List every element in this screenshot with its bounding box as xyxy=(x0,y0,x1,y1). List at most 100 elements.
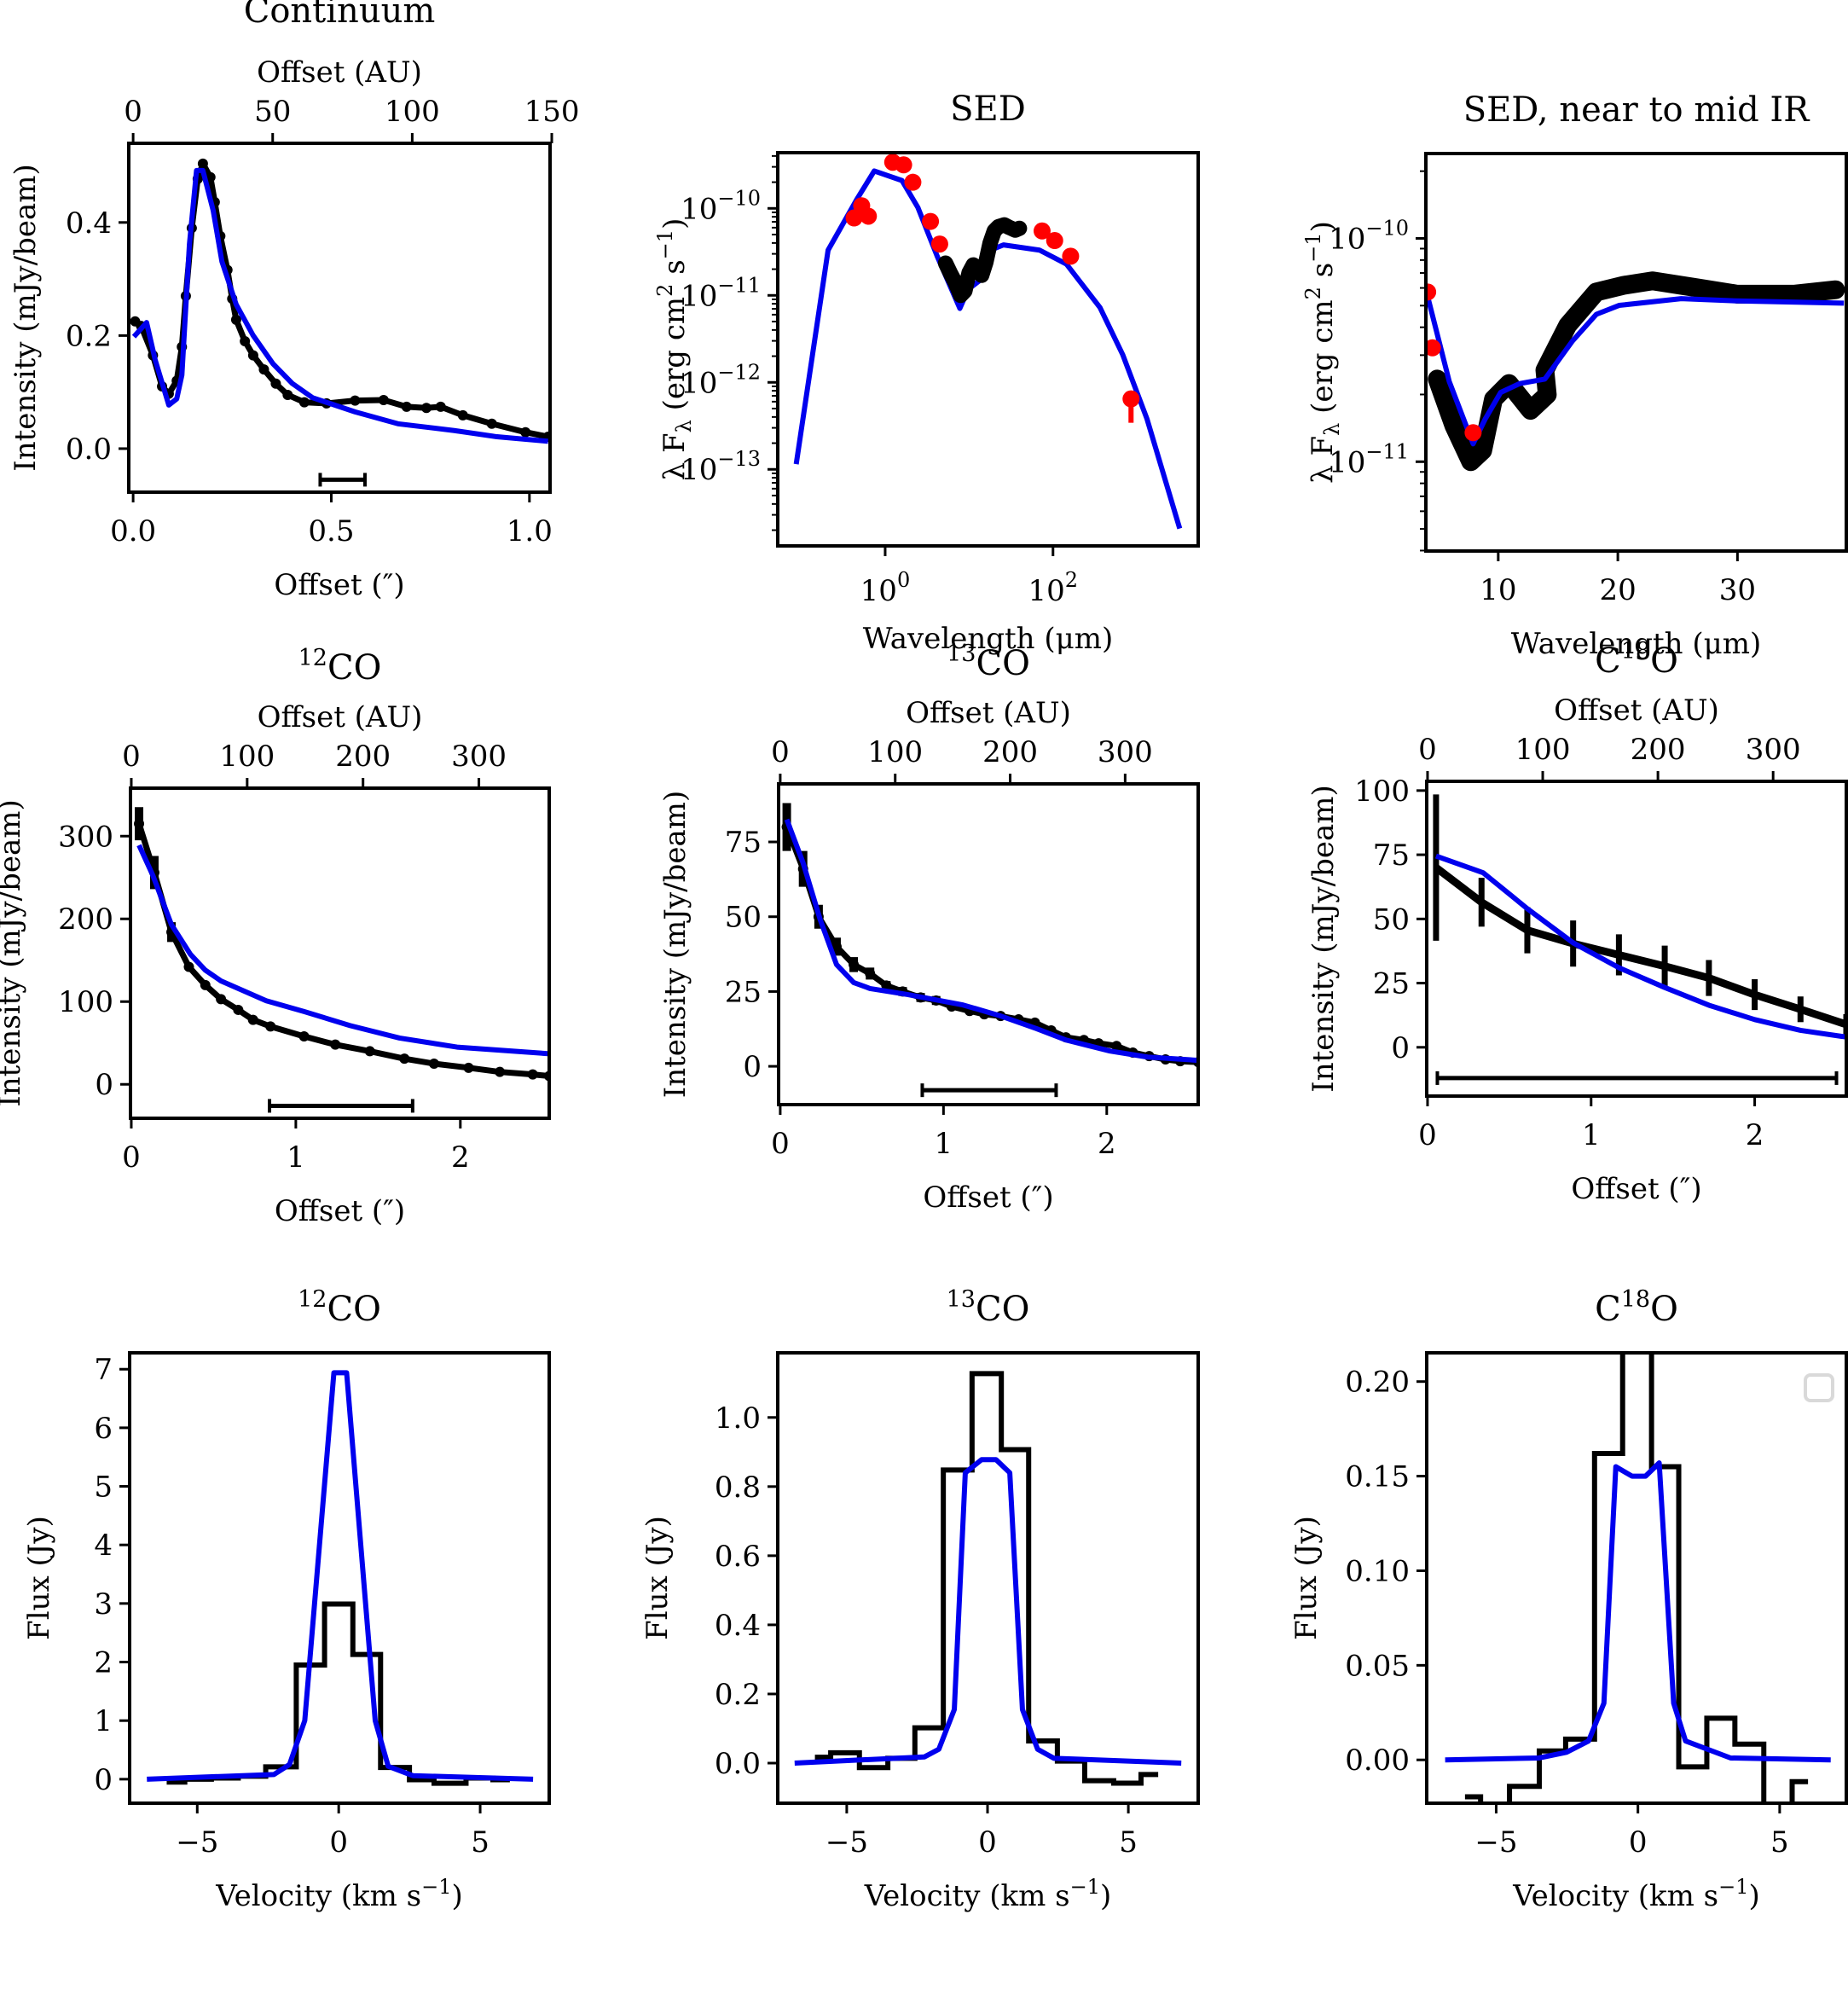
photometry-point xyxy=(930,235,948,253)
photometry-point xyxy=(1033,222,1051,240)
axes-frame xyxy=(776,1351,1200,1805)
label-part: (erg cm xyxy=(1306,299,1340,422)
y-tick-label: 0 xyxy=(1391,1031,1410,1065)
tick-base: 10 xyxy=(681,366,717,400)
x-tick-label: 102 xyxy=(1028,568,1078,608)
title-part: C xyxy=(1595,641,1621,681)
y-tick-label: 10−11 xyxy=(681,273,761,313)
x-axis-label: Offset (″) xyxy=(275,1194,405,1228)
top-x-tick-label: 100 xyxy=(867,735,923,769)
x-axis-label: Velocity (km s−1) xyxy=(215,1875,463,1913)
tick-exponent: 0 xyxy=(897,568,910,592)
photometry-point xyxy=(895,156,912,174)
observed-point xyxy=(298,397,310,408)
label-part: λ F xyxy=(658,432,692,480)
y-tick-label: 75 xyxy=(1373,838,1410,873)
observed-histogram xyxy=(814,1371,1159,1786)
model-line xyxy=(794,1457,1182,1766)
top-x-tick-label: 0 xyxy=(1418,733,1437,767)
model-line xyxy=(1434,853,1846,1040)
top-x-tick-label: 200 xyxy=(335,740,391,774)
panel-title: C18O xyxy=(1595,638,1678,681)
observed-histogram xyxy=(166,1601,510,1786)
observed-point xyxy=(282,389,293,400)
y-tick-label: 100 xyxy=(58,985,113,1019)
tick-base: 10 xyxy=(681,279,717,313)
observed-point xyxy=(865,968,876,979)
top-x-tick-label: 300 xyxy=(451,740,507,774)
observed-point xyxy=(435,401,446,412)
y-axis-label: λ Fλ (erg cm2 s−1) xyxy=(653,218,696,481)
y-tick-label: 300 xyxy=(58,820,113,854)
observed-point xyxy=(247,1014,258,1025)
spectrum-line xyxy=(937,217,1028,304)
panel-co13-radial: 0 1 2 0 25 50 75 0 100 200 300 Offset (AU) Offset (″… xyxy=(658,641,1200,1215)
y-tick-label: 0.10 xyxy=(1345,1554,1410,1588)
axes-frame xyxy=(1425,1351,1848,1805)
y-axis-label-group: λ Fλ (erg cm2 s−1) xyxy=(653,218,696,481)
top-x-tick-label: 100 xyxy=(385,95,440,129)
x-tick-label: 0 xyxy=(1418,1118,1437,1152)
x-tick-label: 5 xyxy=(1119,1825,1138,1859)
photometry-point xyxy=(1062,247,1080,265)
tick-exponent: −11 xyxy=(1365,439,1409,463)
observed-point xyxy=(134,818,145,829)
top-x-tick-label: 200 xyxy=(982,735,1038,769)
top-x-tick-label: 300 xyxy=(1098,735,1153,769)
y-tick-label: 2 xyxy=(94,1646,113,1680)
y-tick-label: 0.6 xyxy=(715,1540,761,1574)
observed-point xyxy=(399,1053,410,1065)
top-x-tick-label: 50 xyxy=(254,95,291,129)
panel-title: 13CO xyxy=(947,641,1030,683)
y-tick-label: 6 xyxy=(94,1412,113,1446)
axes-frame xyxy=(128,1351,551,1805)
top-x-tick-label: 300 xyxy=(1746,733,1801,767)
y-axis-label: Intensity (mJy/beam) xyxy=(1306,785,1341,1092)
y-tick-label: 25 xyxy=(1373,967,1410,1001)
photometry-point xyxy=(1426,283,1437,301)
y-axis-label: Flux (Jy) xyxy=(1289,1516,1324,1640)
observed-point xyxy=(831,941,842,952)
tick-base: 10 xyxy=(681,453,717,487)
label-part: (erg cm xyxy=(658,297,692,420)
photometry-point xyxy=(860,207,878,225)
y-axis-label: Flux (Jy) xyxy=(640,1516,675,1640)
model-line xyxy=(131,167,548,444)
title-part: CO xyxy=(327,648,381,688)
label-part: ) xyxy=(1100,1879,1111,1913)
label-sup: 2 xyxy=(653,284,677,297)
x-tick-label: −5 xyxy=(1474,1825,1517,1859)
y-axis-label: Intensity (mJy/beam) xyxy=(0,799,27,1106)
observed-line xyxy=(1434,864,1846,1029)
panel-title: 12CO xyxy=(298,645,382,688)
y-axis-label-group: Flux (Jy) xyxy=(1289,1516,1324,1640)
top-x-axis-label: Offset (AU) xyxy=(906,696,1071,730)
x-tick-label: 2 xyxy=(451,1140,470,1175)
tick-base: 10 xyxy=(860,574,897,608)
top-x-tick-label: 0 xyxy=(771,735,790,769)
label-sup: −1 xyxy=(421,1875,451,1899)
panel-co13-spectrum: −5 0 5 0.0 0.2 0.4 0.6 0.8 1.0 Velocity (km s−1) F… xyxy=(640,1286,1200,1913)
x-axis-label: Offset (″) xyxy=(274,568,404,602)
y-tick-label: 0 xyxy=(95,1068,113,1102)
label-part: ) xyxy=(451,1879,462,1913)
tick-exponent: −12 xyxy=(717,360,761,384)
y-axis-label-group: λ Fλ (erg cm2 s−1) xyxy=(1301,221,1344,484)
label-sup: −1 xyxy=(1070,1875,1100,1899)
photometry-point xyxy=(922,212,940,230)
axes-frame xyxy=(1425,780,1848,1098)
observed-point xyxy=(197,158,208,169)
observed-point xyxy=(495,1066,506,1077)
top-x-axis-label: Offset (AU) xyxy=(1554,693,1719,728)
y-axis-label-group: Intensity (mJy/beam) xyxy=(9,164,43,471)
x-tick-label: 0 xyxy=(771,1127,790,1161)
observed-point xyxy=(330,1039,341,1050)
x-tick-label: 2 xyxy=(1098,1127,1116,1161)
observed-histogram xyxy=(1464,1353,1809,1803)
y-tick-label: 10−11 xyxy=(1329,439,1409,479)
tick-base: 10 xyxy=(1329,222,1365,256)
tick-exponent: 2 xyxy=(1065,568,1078,592)
y-tick-label: 3 xyxy=(94,1587,113,1622)
label-sub: λ xyxy=(672,420,696,432)
